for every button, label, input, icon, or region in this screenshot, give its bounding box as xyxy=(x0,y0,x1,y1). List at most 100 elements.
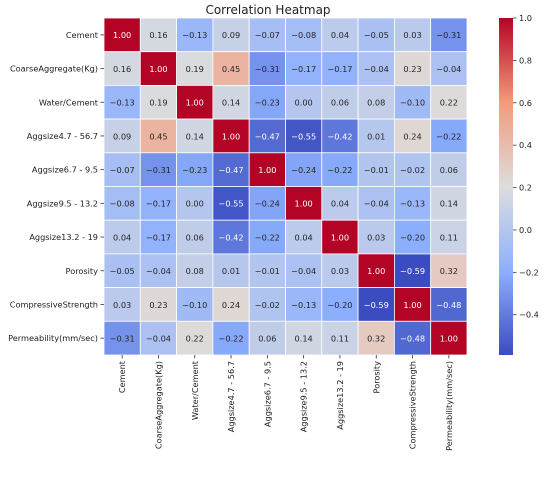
cell-value-label: 0.03 xyxy=(331,266,349,276)
cell-value-label: −0.23 xyxy=(255,98,280,108)
cell-value-label: −0.42 xyxy=(219,232,244,242)
cell-value-label: 0.11 xyxy=(440,232,458,242)
x-tick-label: Aggsize4.7 - 56.7 xyxy=(226,361,236,432)
x-tick-label: Aggsize9.5 - 13.2 xyxy=(299,361,309,432)
colorbar-tick-label: 0.4 xyxy=(519,140,532,150)
cell-value-label: 0.01 xyxy=(367,131,385,141)
heatmap-cell xyxy=(139,287,178,322)
cell-value-label: 0.24 xyxy=(403,131,421,141)
cell-value-label: −0.55 xyxy=(219,199,244,209)
y-tick-label: Aggsize4.7 - 56.7 xyxy=(27,131,98,141)
cell-value-label: −0.04 xyxy=(146,266,171,276)
x-tick-label: CoarseAggregate(Kg) xyxy=(153,361,163,449)
y-tick-label: Aggsize6.7 - 9.5 xyxy=(32,165,98,175)
heatmap-cell xyxy=(357,51,395,86)
heatmap-cell xyxy=(285,17,323,53)
cell-value-label: 0.04 xyxy=(295,232,313,242)
colorbar: 1.0 0.8 0.6 0.4 0.2 0.0 −0.2 −0.4 xyxy=(499,13,539,355)
heatmap-cell xyxy=(212,253,250,288)
heatmap-cell xyxy=(139,152,178,187)
cell-value-label: −0.22 xyxy=(436,131,461,141)
cell-value-label: −0.59 xyxy=(364,300,389,310)
heatmap-cell xyxy=(176,186,214,221)
colorbar-tick-label: 1.0 xyxy=(519,13,532,23)
cell-value-label: 0.00 xyxy=(186,199,204,209)
cell-value-label: −0.13 xyxy=(400,199,425,209)
cell-value-label: 1.00 xyxy=(440,333,458,343)
cell-value-label: −0.04 xyxy=(364,64,389,74)
heatmap-cell xyxy=(430,17,468,53)
x-tick-label: Water/Cement xyxy=(190,360,200,420)
heatmap-cell xyxy=(393,118,432,154)
cell-value-label: −0.08 xyxy=(291,30,316,40)
x-tick-label: Permeability(mm/sec) xyxy=(444,361,454,451)
cell-value-label: −0.02 xyxy=(255,300,280,310)
heatmap-cell xyxy=(430,85,468,120)
cell-value-label: −0.20 xyxy=(327,300,352,310)
cell-value-label: 0.22 xyxy=(186,333,204,343)
cell-value-label: −0.17 xyxy=(327,64,352,74)
cell-value-label: −0.47 xyxy=(255,131,280,141)
heatmap-cell xyxy=(103,219,141,255)
y-tick-label: Water/Cement xyxy=(39,97,99,107)
cell-value-label: −0.13 xyxy=(110,98,135,108)
cell-value-label: 0.14 xyxy=(186,131,204,141)
y-tick-label: CompressiveStrength xyxy=(10,299,98,309)
cell-value-label: 0.03 xyxy=(403,30,421,40)
heatmap-cell xyxy=(248,152,286,187)
x-tick-label: Cement xyxy=(117,360,127,393)
heatmap-cell xyxy=(357,152,395,187)
cell-value-label: 0.06 xyxy=(331,98,349,108)
heatmap-cell xyxy=(285,152,323,187)
cell-value-label: 0.03 xyxy=(367,232,385,242)
heatmap-cell xyxy=(285,186,323,221)
cell-value-label: −0.07 xyxy=(110,165,135,175)
cell-value-label: −0.10 xyxy=(182,300,207,310)
heatmap-cell xyxy=(357,85,395,120)
cell-value-label: −0.13 xyxy=(291,300,316,310)
heatmap-cell xyxy=(176,152,214,187)
cell-value-label: 0.19 xyxy=(186,64,204,74)
cell-value-label: −0.48 xyxy=(436,300,461,310)
cell-value-label: 1.00 xyxy=(331,232,349,242)
cell-value-label: 0.09 xyxy=(113,131,131,141)
heatmap-cell xyxy=(103,17,141,53)
heatmap-cell xyxy=(248,320,286,356)
cell-value-label: −0.17 xyxy=(146,199,171,209)
cell-value-label: −0.31 xyxy=(436,30,461,40)
cell-value-label: 0.24 xyxy=(222,300,240,310)
cell-value-label: 0.08 xyxy=(186,266,204,276)
cell-value-label: −0.55 xyxy=(291,131,316,141)
heatmap-cell xyxy=(321,320,359,356)
cell-value-label: 1.00 xyxy=(222,131,240,141)
heatmap-cell xyxy=(357,253,395,288)
heatmap-cell xyxy=(393,85,432,120)
cell-value-label: −0.22 xyxy=(327,165,352,175)
y-tick-label: Permeability(mm/sec) xyxy=(8,333,98,343)
cell-value-label: −0.42 xyxy=(327,131,352,141)
cell-value-label: 0.00 xyxy=(295,98,313,108)
heatmap-cell xyxy=(248,287,286,322)
cell-value-label: −0.48 xyxy=(400,333,425,343)
heatmap-cell xyxy=(393,320,432,356)
heatmap-cell xyxy=(430,253,468,288)
cell-value-label: −0.47 xyxy=(219,165,244,175)
cell-value-label: 0.14 xyxy=(440,199,458,209)
heatmap-cell xyxy=(321,85,359,120)
heatmap-cell xyxy=(357,17,395,53)
cell-value-label: 0.23 xyxy=(403,64,421,74)
cell-value-label: 0.08 xyxy=(367,98,385,108)
heatmap-cell xyxy=(285,219,323,255)
cell-value-label: −0.04 xyxy=(436,64,461,74)
heatmap-cell xyxy=(103,186,141,221)
cell-value-label: 0.32 xyxy=(440,266,458,276)
cell-value-label: 0.45 xyxy=(149,131,167,141)
x-tick-label: Porosity xyxy=(371,361,381,394)
heatmap-cell xyxy=(321,118,359,154)
heatmap-cell xyxy=(393,152,432,187)
cell-value-label: −0.24 xyxy=(255,199,280,209)
y-tick-label: CoarseAggregate(Kg) xyxy=(10,64,98,74)
heatmap-cell xyxy=(285,320,323,356)
heatmap-cell xyxy=(430,118,468,154)
